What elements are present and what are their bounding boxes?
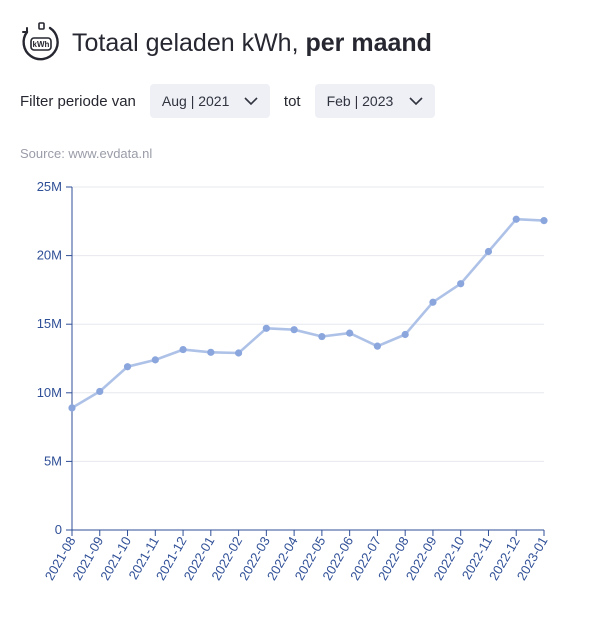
series-line [71, 217, 545, 410]
y-tick-label: 10M [37, 385, 62, 400]
data-point [290, 326, 298, 334]
data-point [262, 324, 270, 332]
data-point [318, 332, 326, 341]
to-label: tot [283, 92, 301, 110]
data-point [68, 404, 76, 412]
data-point [484, 247, 493, 256]
y-tick-label: 5M [44, 453, 62, 468]
source-note: Source: www.evdata.nl [20, 146, 153, 161]
title-regular: Totaal geladen kWh, [72, 28, 299, 57]
to-period-value: Feb | 2023 [326, 93, 394, 109]
data-point [457, 280, 465, 288]
kwh-line-chart: 05M10M15M20M25M2021-082021-092021-102021… [37, 179, 551, 583]
page-title: Totaal geladen kWh, per maand [72, 28, 432, 57]
data-point [207, 348, 215, 356]
data-point [179, 345, 187, 354]
data-point [151, 356, 159, 364]
period-filter: Filter periode van Aug | 2021 tot Feb | … [20, 84, 435, 118]
data-point [346, 329, 354, 337]
tick-label-layer: 05M10M15M20M25M2021-082021-092021-102021… [37, 179, 551, 583]
data-point [123, 363, 132, 371]
filter-label: Filter periode van [20, 92, 136, 110]
kwh-icon-text: kWh [33, 40, 50, 49]
header: kWh Totaal geladen kWh, per maand [18, 18, 432, 68]
y-tick-label: 25M [37, 179, 62, 194]
data-point [429, 298, 437, 306]
data-point [401, 330, 409, 339]
chevron-down-icon [244, 96, 258, 105]
to-period-select[interactable]: Feb | 2023 [314, 84, 435, 118]
data-point [234, 349, 243, 357]
kwh-charger-icon: kWh [22, 22, 59, 61]
grid-layer [72, 186, 544, 462]
axis-layer [66, 186, 545, 536]
data-point [512, 215, 520, 223]
from-period-select[interactable]: Aug | 2021 [149, 84, 270, 118]
y-tick-label: 0 [55, 522, 62, 537]
data-point [540, 217, 548, 225]
data-point [96, 387, 104, 396]
line-layer [71, 217, 545, 410]
title-bold: per maand [305, 28, 432, 57]
from-period-value: Aug | 2021 [161, 93, 230, 109]
chevron-down-icon [409, 96, 423, 105]
point-layer [68, 215, 548, 412]
y-tick-label: 15M [37, 316, 62, 331]
y-tick-label: 20M [37, 248, 62, 263]
data-point [373, 342, 382, 350]
